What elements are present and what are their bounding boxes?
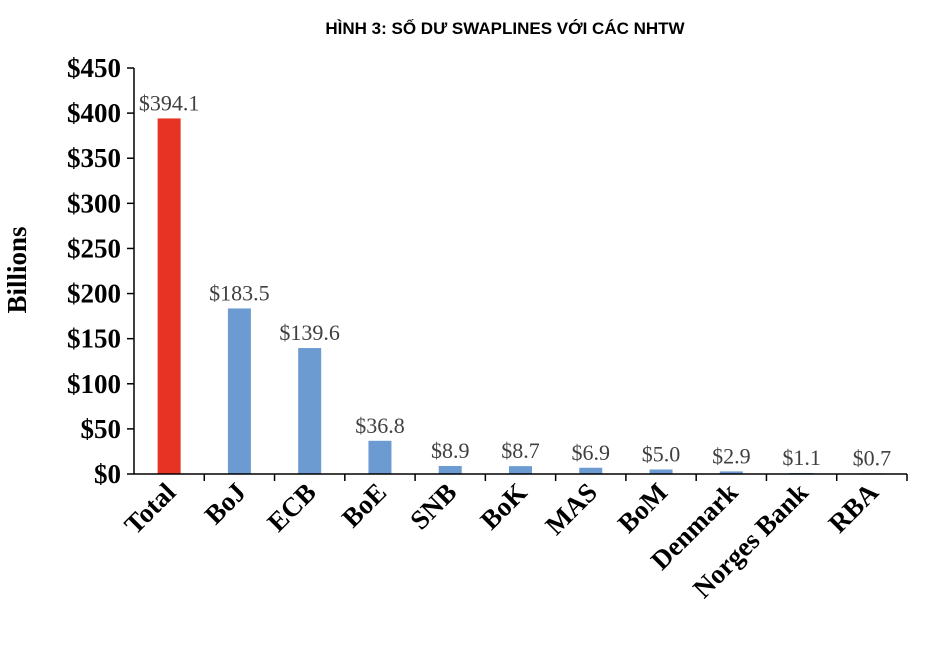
y-tick-label: $100	[67, 369, 121, 399]
bar-bom	[649, 469, 673, 474]
bar-boj	[227, 308, 251, 474]
y-tick-label: $250	[67, 233, 121, 263]
x-tick-label: BoE	[336, 477, 392, 533]
bar-ecb	[298, 348, 322, 474]
x-tick-label: SNB	[404, 477, 462, 535]
y-tick-label: $350	[67, 143, 121, 173]
data-label: $8.7	[501, 438, 540, 463]
bar-denmark	[719, 471, 743, 474]
data-label: $36.8	[355, 413, 405, 438]
x-tick-label: BoM	[612, 477, 674, 539]
data-label: $8.9	[431, 438, 470, 463]
x-tick-label: BoK	[474, 477, 532, 535]
bar-snb	[438, 465, 462, 474]
y-tick-label: $200	[67, 279, 121, 309]
y-tick-label: $150	[67, 324, 121, 354]
data-label: $2.9	[712, 443, 751, 468]
data-label: $5.0	[642, 441, 681, 466]
y-axis-label: Billions	[2, 226, 32, 313]
data-labels: $394.1 $183.5 $139.6 $36.8 $8.9 $8.7 $6.9 $5.0 $…	[139, 90, 891, 470]
x-tick-label: RBA	[823, 477, 885, 539]
y-axis-ticks: $0 $50 $100 $150 $200 $250 $300 $350 $400 $450	[67, 53, 134, 489]
x-tick-label: BoJ	[199, 477, 252, 530]
x-tick-label: MAS	[539, 477, 603, 541]
bar-total	[157, 118, 181, 475]
bars	[157, 118, 884, 475]
y-tick-label: $50	[81, 414, 122, 444]
data-label: $139.6	[279, 320, 340, 345]
y-tick-label: $300	[67, 188, 121, 218]
y-tick-label: $400	[67, 98, 121, 128]
axes	[133, 68, 907, 475]
data-label: $183.5	[209, 280, 270, 305]
bar-boe	[368, 440, 392, 474]
x-axis-ticks: Total BoJ ECB BoE SNB BoK MAS BoMDenmarkNorges …	[118, 474, 908, 604]
bar-mas	[579, 467, 603, 474]
x-tick-label: Total	[118, 477, 181, 540]
bar-bok	[509, 466, 532, 474]
data-label: $0.7	[853, 445, 892, 470]
y-tick-label: $450	[67, 53, 121, 83]
x-tick-label: ECB	[261, 477, 321, 537]
data-label: $394.1	[139, 90, 200, 115]
y-tick-label: $0	[94, 459, 121, 489]
chart-title: HÌNH 3: SỐ DƯ SWAPLINES VỚI CÁC NHTW	[325, 18, 685, 38]
data-label: $1.1	[782, 445, 821, 470]
data-label: $6.9	[572, 440, 611, 465]
